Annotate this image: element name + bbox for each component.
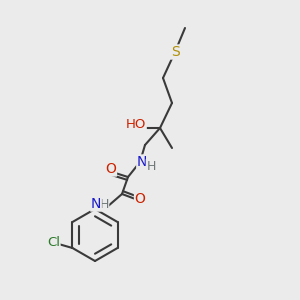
Text: N: N bbox=[137, 155, 147, 169]
Text: S: S bbox=[171, 45, 179, 59]
Text: HO: HO bbox=[126, 118, 146, 131]
Text: O: O bbox=[135, 192, 146, 206]
Text: H: H bbox=[146, 160, 156, 172]
Text: Cl: Cl bbox=[47, 236, 60, 248]
Text: N: N bbox=[91, 197, 101, 211]
Text: O: O bbox=[106, 162, 116, 176]
Text: H: H bbox=[99, 197, 109, 211]
